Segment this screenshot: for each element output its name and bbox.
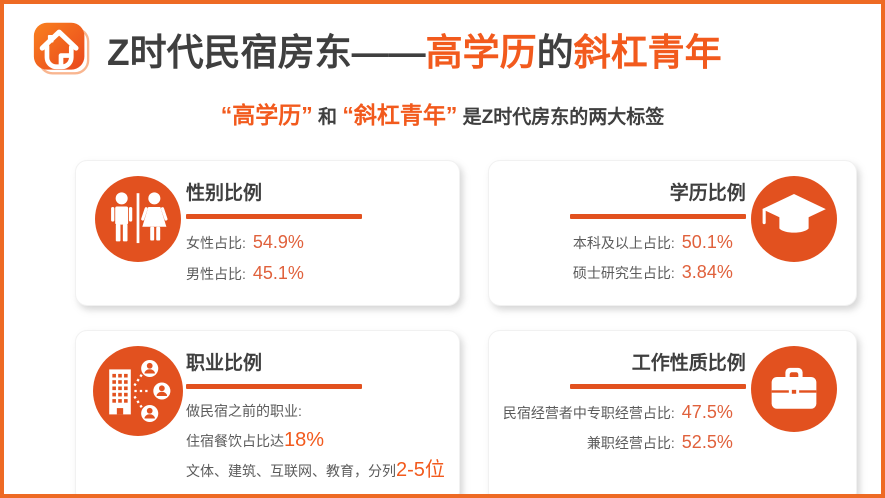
stat-label: 男性占比: <box>186 266 246 282</box>
stat-label: 民宿经营者中专职经营占比: <box>502 405 675 421</box>
title-underline <box>186 384 362 389</box>
stat-value: 52.5% <box>681 432 733 452</box>
subtitle-part-dark: 和 <box>312 107 343 128</box>
stat-label: 硕士研究生占比: <box>572 265 675 281</box>
stat-value: 54.9% <box>252 232 304 252</box>
stat-value: 2-5位 <box>396 459 445 481</box>
header: Z时代民宿房东——高学历的斜杠青年 <box>30 20 881 78</box>
stat-line: 住宿餐饮占比达18% <box>186 430 445 452</box>
stat-label: 住宿餐饮占比达 <box>186 433 284 449</box>
stat-value: 50.1% <box>681 232 733 252</box>
stat-row: 硕士研究生占比: 3.84% <box>503 261 746 284</box>
title-part-orange: 高学历 <box>425 32 537 73</box>
stat-label: 本科及以上占比: <box>572 235 675 251</box>
education-card-icon-wrap <box>746 174 842 262</box>
stat-label: 做民宿之前的职业: <box>186 403 302 419</box>
stat-value: 3.84% <box>681 262 733 282</box>
work-nature-card-icon-wrap <box>746 344 842 432</box>
title-part-dark: 的 <box>536 32 574 73</box>
title-part-dark: Z时代民宿房东—— <box>107 32 426 73</box>
stat-row: 民宿经营者中专职经营占比: 47.5% <box>503 401 746 424</box>
title-part-orange: 斜杠青年 <box>573 32 722 73</box>
page-title: Z时代民宿房东——高学历的斜杠青年 <box>107 22 722 76</box>
stat-label: 文体、建筑、互联网、教育，分列 <box>186 463 396 479</box>
stat-value: 18% <box>284 429 325 451</box>
title-underline <box>186 214 362 219</box>
stat-row: 女性占比: 54.9% <box>186 231 445 255</box>
stat-line: 文体、建筑、互联网、教育，分列2-5位 <box>186 460 445 482</box>
stat-value: 47.5% <box>681 402 733 422</box>
work-nature-card-title: 工作性质比例 <box>631 353 746 374</box>
subtitle-part-dark: 是Z时代房东的两大标签 <box>457 107 665 128</box>
gender-card-icon-wrap <box>90 174 186 262</box>
occupation-card-icon-wrap <box>90 344 186 436</box>
gender-card: 性别比例 女性占比: 54.9% 男性占比: 45.1% <box>75 160 460 306</box>
stat-cards-grid: 性别比例 女性占比: 54.9% 男性占比: 45.1% 学历比例 本科及以上占比:… <box>75 160 857 494</box>
stat-row: 男性占比: 45.1% <box>186 262 445 286</box>
subtitle-part-orange: “高学历” <box>220 102 313 128</box>
stat-value: 45.1% <box>252 263 304 283</box>
briefcase-icon <box>750 346 837 432</box>
restroom-icon <box>95 176 181 262</box>
education-card-content: 学历比例 本科及以上占比: 50.1% 硕士研究生占比: 3.84% <box>503 174 746 291</box>
stat-line: 做民宿之前的职业: <box>186 401 445 422</box>
education-card-title: 学历比例 <box>669 183 746 204</box>
stat-row: 兼职经营占比: 52.5% <box>503 431 746 454</box>
education-card: 学历比例 本科及以上占比: 50.1% 硕士研究生占比: 3.84% <box>487 160 857 306</box>
work-nature-card-content: 工作性质比例 民宿经营者中专职经营占比: 47.5% 兼职经营占比: 52.5% <box>503 344 746 461</box>
occupation-card: 职业比例 做民宿之前的职业: 住宿餐饮占比达18% 文体、建筑、互联网、教育，分… <box>75 330 460 494</box>
building-people-icon <box>93 346 183 436</box>
stat-row: 本科及以上占比: 50.1% <box>503 231 746 254</box>
gender-card-content: 性别比例 女性占比: 54.9% 男性占比: 45.1% <box>186 174 445 293</box>
stat-label: 兼职经营占比: <box>586 435 675 451</box>
gender-card-title: 性别比例 <box>186 183 263 204</box>
home-logo-icon <box>30 20 92 78</box>
subtitle: “高学历” 和 “斜杠青年” 是Z时代房东的两大标签 <box>4 96 881 130</box>
occupation-card-content: 职业比例 做民宿之前的职业: 住宿餐饮占比达18% 文体、建筑、互联网、教育，分… <box>186 344 445 490</box>
occupation-card-title: 职业比例 <box>186 353 263 374</box>
graduation-cap-icon <box>750 176 837 262</box>
subtitle-part-orange: “斜杠青年” <box>342 102 458 128</box>
stat-label: 女性占比: <box>186 235 246 251</box>
work-nature-card: 工作性质比例 民宿经营者中专职经营占比: 47.5% 兼职经营占比: 52.5% <box>487 330 857 494</box>
title-underline <box>569 384 746 389</box>
title-underline <box>569 214 746 219</box>
